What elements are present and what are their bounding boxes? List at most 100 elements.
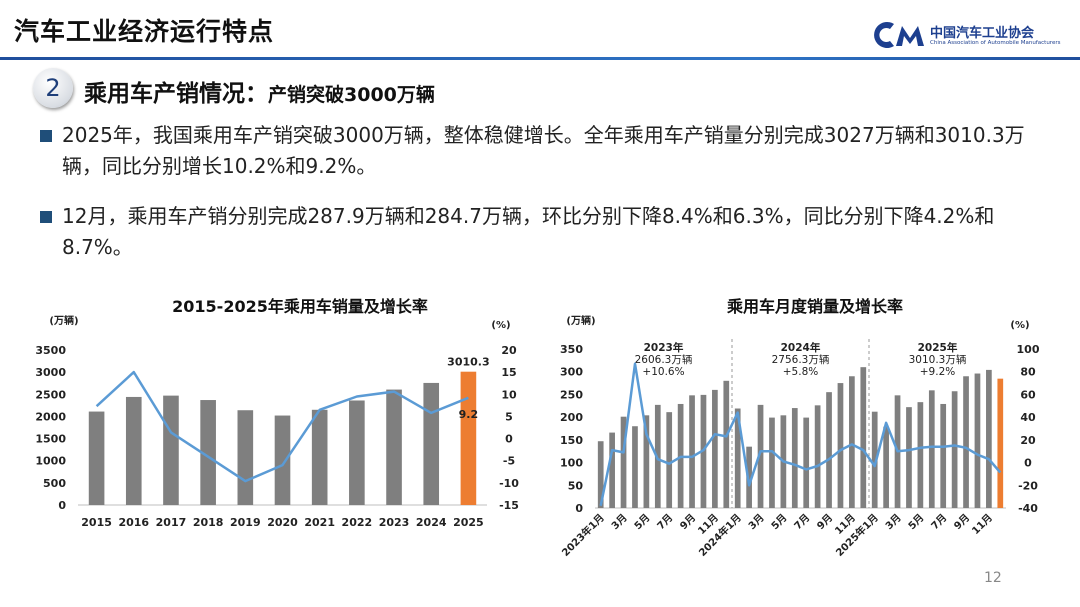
annotation: 2025年 (918, 341, 958, 354)
y-tick-label: 250 (560, 388, 583, 401)
data-label: 9.2 (459, 408, 479, 421)
bar (609, 432, 615, 508)
bar (237, 410, 254, 505)
x-tick-label: 2023 (379, 516, 410, 529)
x-tick-label: 5月 (769, 512, 789, 532)
header-rule (0, 57, 1080, 60)
bar (423, 382, 440, 505)
y-tick-label: 1000 (35, 455, 66, 468)
y2-tick-label: 0 (1024, 457, 1032, 470)
bar (757, 404, 764, 508)
y2-tick-label: 15 (501, 366, 516, 379)
y-tick-label: 3000 (35, 366, 66, 379)
y2-tick-label: -20 (1018, 479, 1038, 492)
bar (643, 415, 650, 508)
bar (311, 409, 328, 505)
x-tick-label: 2018 (193, 516, 224, 529)
bar (871, 411, 878, 508)
y-tick-label: 1500 (35, 433, 66, 446)
chart-title: 乘用车月度销量及增长率 (726, 297, 903, 316)
y-tick-label: 200 (560, 411, 583, 424)
bar (712, 389, 718, 508)
x-tick-label: 3月 (746, 512, 766, 532)
y2-tick-label: 20 (1020, 434, 1036, 447)
x-tick-label: 7月 (655, 512, 675, 532)
bar (849, 376, 855, 508)
x-tick-label: 9月 (952, 512, 972, 532)
bar (906, 407, 912, 508)
y2-tick-label: -40 (1018, 502, 1038, 515)
bar (791, 408, 798, 508)
x-tick-label: 3月 (609, 512, 629, 532)
bar (814, 405, 821, 508)
x-tick-label: 11月 (970, 512, 995, 537)
bar (997, 378, 1004, 508)
slide-title: 汽车工业经济运行特点 (14, 17, 275, 46)
annotation: 2024年 (781, 341, 821, 354)
x-tick-label: 2022 (342, 516, 373, 529)
bar (125, 396, 142, 505)
y-tick-label: 2000 (35, 410, 66, 423)
y2-tick-label: -15 (499, 499, 519, 512)
x-tick-label: 5月 (906, 512, 926, 532)
bar (386, 389, 402, 505)
bar (597, 441, 604, 508)
bar (88, 411, 105, 505)
bar (200, 400, 216, 505)
x-tick-label: 9月 (678, 512, 698, 532)
bar (349, 400, 365, 505)
y2-tick-label: 40 (1020, 411, 1036, 424)
bar (746, 446, 752, 508)
y-tick-label: 350 (560, 343, 583, 356)
bullet: 12月，乘用车产销分别完成287.9万辆和284.7万辆，环比分别下降8.4%和… (38, 201, 1048, 263)
bar (689, 395, 695, 508)
annotation: 2756.3万辆 (772, 353, 830, 366)
bar (963, 376, 969, 508)
x-tick-label: 7月 (792, 512, 812, 532)
annotation: 2606.3万辆 (635, 353, 693, 366)
y-tick-label: 0 (575, 502, 583, 515)
line (599, 362, 1002, 506)
y-tick-label: 2500 (35, 388, 66, 401)
y2-tick-label: 5 (505, 410, 513, 423)
y2-tick-label: -10 (499, 477, 519, 490)
y-axis-label: (万辆) (49, 314, 78, 327)
y2-tick-label: 100 (1017, 343, 1040, 356)
data-label: 3010.3 (447, 356, 489, 369)
y-tick-label: 50 (568, 479, 584, 492)
section-title: 乘用车产销情况：产销突破3000万辆 (84, 74, 435, 108)
x-tick-label: 2020 (267, 516, 298, 529)
y2-tick-label: 80 (1020, 366, 1036, 379)
bar (734, 408, 741, 508)
bar (826, 392, 832, 508)
y-tick-label: 500 (43, 477, 66, 490)
y2-tick-label: 60 (1020, 388, 1036, 401)
bar (769, 417, 775, 508)
section-heading: 乘用车产销情况： (84, 81, 268, 107)
annotation: 2023年 (644, 341, 684, 354)
y-axis-label: (万辆) (566, 314, 595, 327)
y-tick-label: 300 (560, 366, 583, 379)
x-tick-label: 9月 (815, 512, 835, 532)
bar (837, 383, 844, 508)
x-tick-label: 2023年1月 (559, 511, 607, 559)
annotation: +9.2% (920, 366, 955, 378)
section-subtitle: 产销突破3000万辆 (268, 84, 435, 106)
x-tick-label: 5月 (632, 512, 652, 532)
bar (928, 390, 935, 508)
bar (632, 426, 638, 508)
bar (974, 373, 981, 508)
x-tick-label: 2024 (416, 516, 447, 529)
x-tick-label: 7月 (929, 512, 949, 532)
y2-axis-label: (%) (491, 320, 510, 331)
bar (460, 371, 477, 505)
x-tick-label: 2021 (304, 516, 335, 529)
bar (666, 412, 673, 508)
x-tick-label: 3月 (883, 512, 903, 532)
bar (274, 415, 291, 505)
bar (163, 395, 179, 505)
chart-title: 2015-2025年乘用车销量及增长率 (172, 297, 428, 316)
bar (860, 367, 867, 508)
